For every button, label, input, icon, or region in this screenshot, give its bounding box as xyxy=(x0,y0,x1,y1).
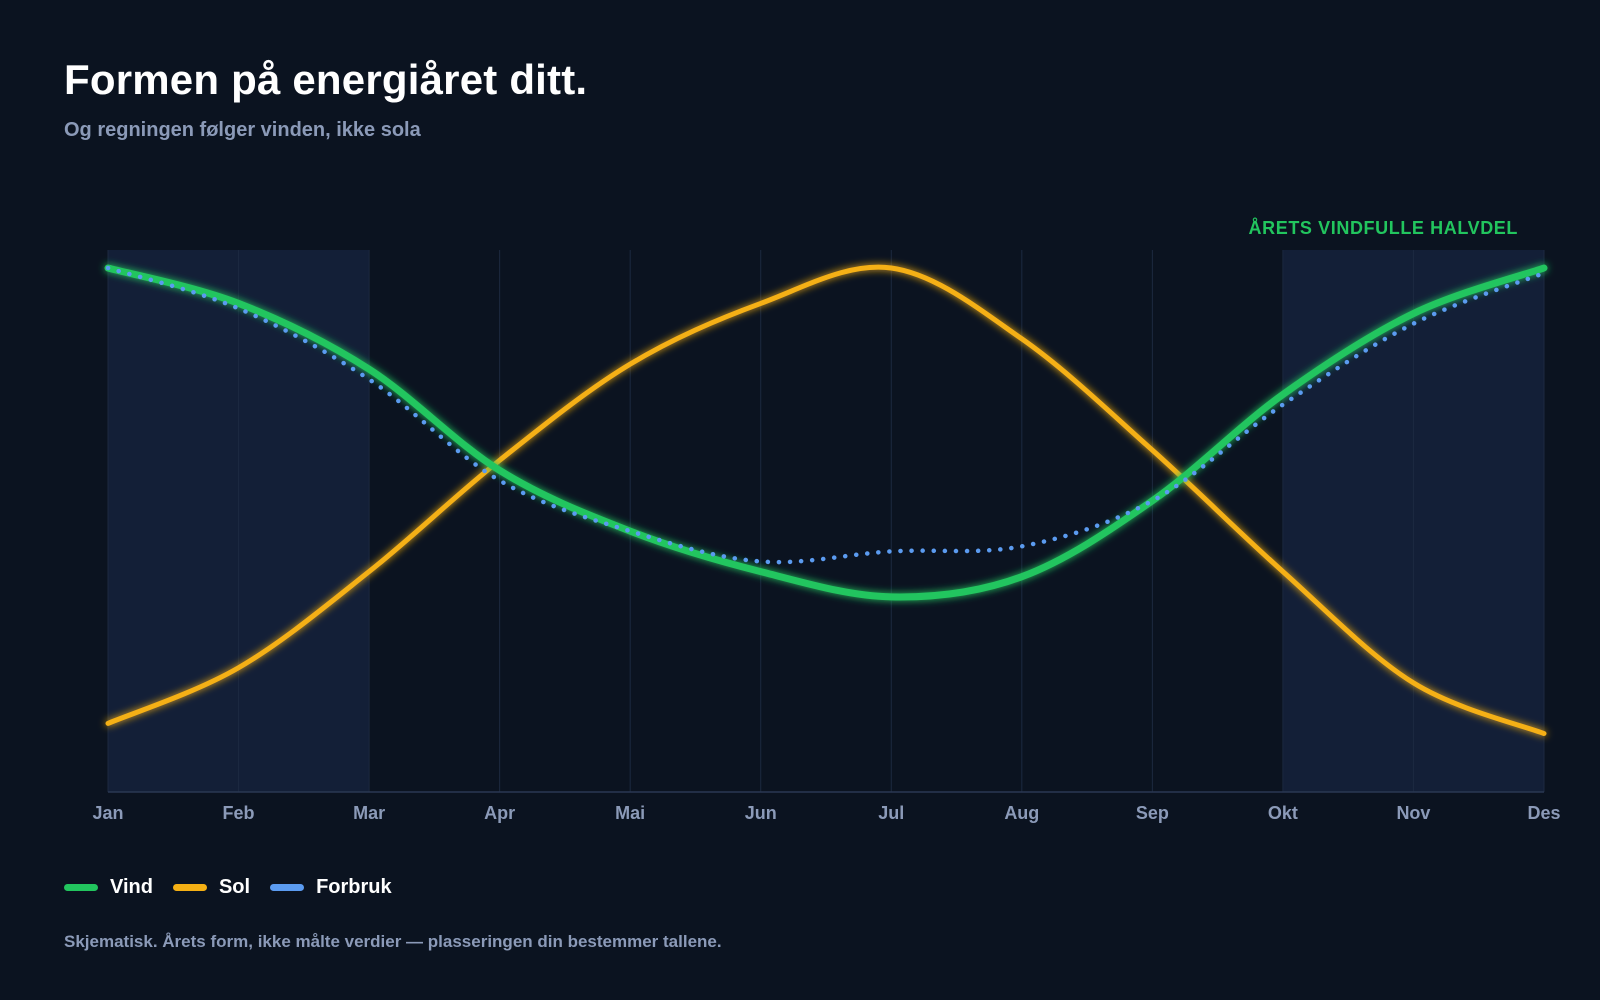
x-tick-label-jun: Jun xyxy=(745,803,777,823)
x-tick-label-aug: Aug xyxy=(1004,803,1039,823)
series-line-sol xyxy=(105,264,1547,737)
legend-item-forbruk: Forbruk xyxy=(270,876,392,899)
x-tick-label-okt: Okt xyxy=(1268,803,1298,823)
x-tick-label-jan: Jan xyxy=(92,803,123,823)
legend-item-vind: Vind xyxy=(64,876,153,899)
legend-swatch-vind xyxy=(64,884,98,891)
legend-swatch-sol xyxy=(172,884,207,891)
series-line-forbruk xyxy=(105,265,1547,565)
chart-subtitle: Og regningen følger vinden, ikke sola xyxy=(64,119,421,141)
legend-label-vind: Vind xyxy=(110,876,153,898)
annotation-label: ÅRETS VINDFULLE HALVDEL xyxy=(1249,218,1518,238)
x-tick-label-mai: Mai xyxy=(615,803,645,823)
legend-item-sol: Sol xyxy=(172,876,251,899)
legend-swatch-forbruk xyxy=(270,884,305,891)
legend-label-sol: Sol xyxy=(218,876,251,898)
series-line-vind xyxy=(104,264,1548,601)
x-tick-label-nov: Nov xyxy=(1396,803,1430,823)
x-tick-label-apr: Apr xyxy=(484,803,515,823)
footnote: Skjematisk. Årets form, ikke målte verdi… xyxy=(64,932,722,951)
x-tick-label-des: Des xyxy=(1527,803,1560,823)
chart-title: Formen på energiåret ditt. xyxy=(64,56,588,103)
x-tick-label-feb: Feb xyxy=(223,803,255,823)
chart-legend: Vind Sol Forbruk xyxy=(64,876,392,899)
x-tick-label-sep: Sep xyxy=(1136,803,1169,823)
x-tick-label-mar: Mar xyxy=(353,803,385,823)
legend-label-forbruk: Forbruk xyxy=(316,876,392,898)
x-tick-label-jul: Jul xyxy=(878,803,904,823)
